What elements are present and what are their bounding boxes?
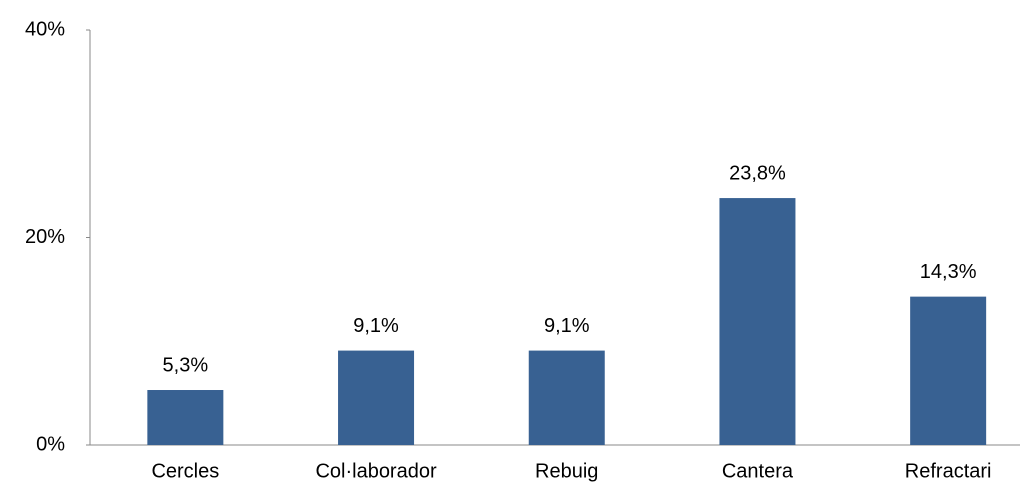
bar xyxy=(528,350,605,445)
bar xyxy=(147,390,224,445)
x-tick-label: Cercles xyxy=(151,460,219,482)
y-tick-label: 20% xyxy=(25,226,65,248)
data-label: 9,1% xyxy=(544,315,590,337)
x-tick-label: Rebuig xyxy=(535,460,598,482)
y-tick-label: 40% xyxy=(25,18,65,40)
x-tick-label: Cantera xyxy=(722,460,794,482)
y-tick-label: 0% xyxy=(36,433,65,455)
x-tick-label: Col·laborador xyxy=(315,460,437,482)
data-label: 23,8% xyxy=(729,162,786,184)
data-label: 9,1% xyxy=(353,315,399,337)
bar xyxy=(338,350,415,445)
x-tick-label: Refractari xyxy=(905,460,992,482)
bar xyxy=(719,198,796,445)
data-label: 14,3% xyxy=(920,261,977,283)
bar xyxy=(910,296,987,445)
data-label: 5,3% xyxy=(163,354,209,376)
